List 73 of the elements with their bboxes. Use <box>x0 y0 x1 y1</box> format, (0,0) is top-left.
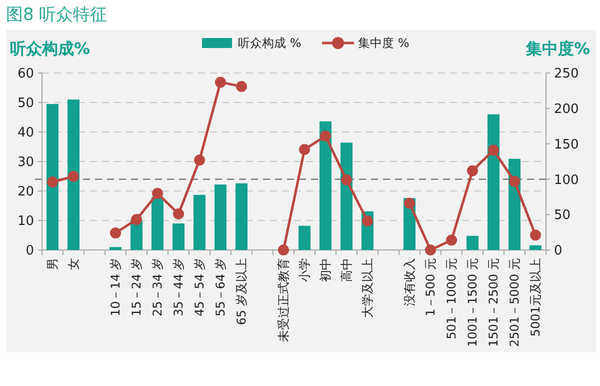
x-tick-label: 2501－5000 元 <box>508 258 522 347</box>
bar <box>110 247 122 250</box>
chart-title: 图8 听众特征 <box>6 5 108 25</box>
y2-tick-label: 250 <box>554 66 579 82</box>
point <box>131 214 142 226</box>
bar <box>214 184 226 250</box>
y2-tick-label: 200 <box>554 102 579 117</box>
y-tick-label: 40 <box>17 126 34 141</box>
y-tick-label: 10 <box>17 214 34 230</box>
point <box>68 170 79 182</box>
y-tick-label: 0 <box>26 244 34 259</box>
legend-label: 集中度 % <box>358 36 410 50</box>
bar <box>194 194 206 250</box>
bar <box>236 183 248 250</box>
point <box>341 174 352 186</box>
point <box>488 144 499 156</box>
x-tick-label: 男 <box>46 258 60 270</box>
x-tick-label: 45－54 岁 <box>192 258 207 316</box>
bar <box>152 196 164 250</box>
point <box>47 176 58 188</box>
x-tick-label: 初中 <box>318 258 333 282</box>
x-tick-label: 没有收入 <box>402 258 417 306</box>
x-tick-label: 1－500 元 <box>424 258 438 316</box>
x-tick-label: 35－44 岁 <box>172 258 186 316</box>
y-tick-label: 20 <box>17 184 34 200</box>
x-tick-label: 小学 <box>298 258 312 282</box>
point <box>152 188 163 199</box>
x-tick-label: 501－1000 元 <box>444 258 459 340</box>
x-tick-label: 15－24 岁 <box>130 258 144 316</box>
y2-tick-label: 50 <box>554 208 571 224</box>
point <box>446 234 457 246</box>
point <box>425 244 436 256</box>
point <box>215 76 226 88</box>
bar <box>172 223 184 250</box>
x-tick-label: 大学及以上 <box>360 258 375 318</box>
y2-tick-label: 100 <box>554 172 579 188</box>
point <box>278 244 289 256</box>
point <box>509 176 520 187</box>
x-tick-label: 25－34 岁 <box>150 258 165 316</box>
y-tick-label: 50 <box>17 96 34 112</box>
point <box>173 208 184 220</box>
point <box>299 144 310 155</box>
x-tick-label: 65 岁及以上 <box>234 258 249 326</box>
bar <box>530 245 542 250</box>
y-tick-label: 60 <box>17 66 34 82</box>
x-tick-label: 高中 <box>340 258 354 282</box>
legend-label: 听众构成 % <box>238 36 302 50</box>
point <box>404 198 415 209</box>
x-tick-label: 1001－1500 元 <box>466 258 480 347</box>
point <box>530 230 541 241</box>
bar <box>466 236 478 250</box>
x-tick-label: 5001元及以上 <box>528 258 543 337</box>
point <box>110 228 121 239</box>
point <box>467 165 478 176</box>
point <box>320 130 331 142</box>
y2-axis-title: 集中度% <box>524 39 590 58</box>
x-tick-label: 10－14 岁 <box>108 258 123 316</box>
y-axis-title: 听众构成% <box>10 39 90 58</box>
bar <box>320 121 332 250</box>
y2-tick-label: 0 <box>554 244 562 259</box>
bar <box>488 114 500 250</box>
bar <box>46 104 58 250</box>
x-tick-label: 女 <box>66 258 81 270</box>
point <box>362 215 373 226</box>
x-tick-label: 1501－2500 元 <box>486 258 501 347</box>
bar <box>298 226 310 250</box>
y-tick-label: 30 <box>17 155 34 170</box>
x-tick-label: 55－64 岁 <box>214 258 228 316</box>
point <box>236 80 247 92</box>
y2-tick-label: 150 <box>554 137 579 152</box>
x-tick-label: 未受过正式教育 <box>276 258 291 342</box>
bar <box>68 100 80 250</box>
point <box>194 154 205 166</box>
